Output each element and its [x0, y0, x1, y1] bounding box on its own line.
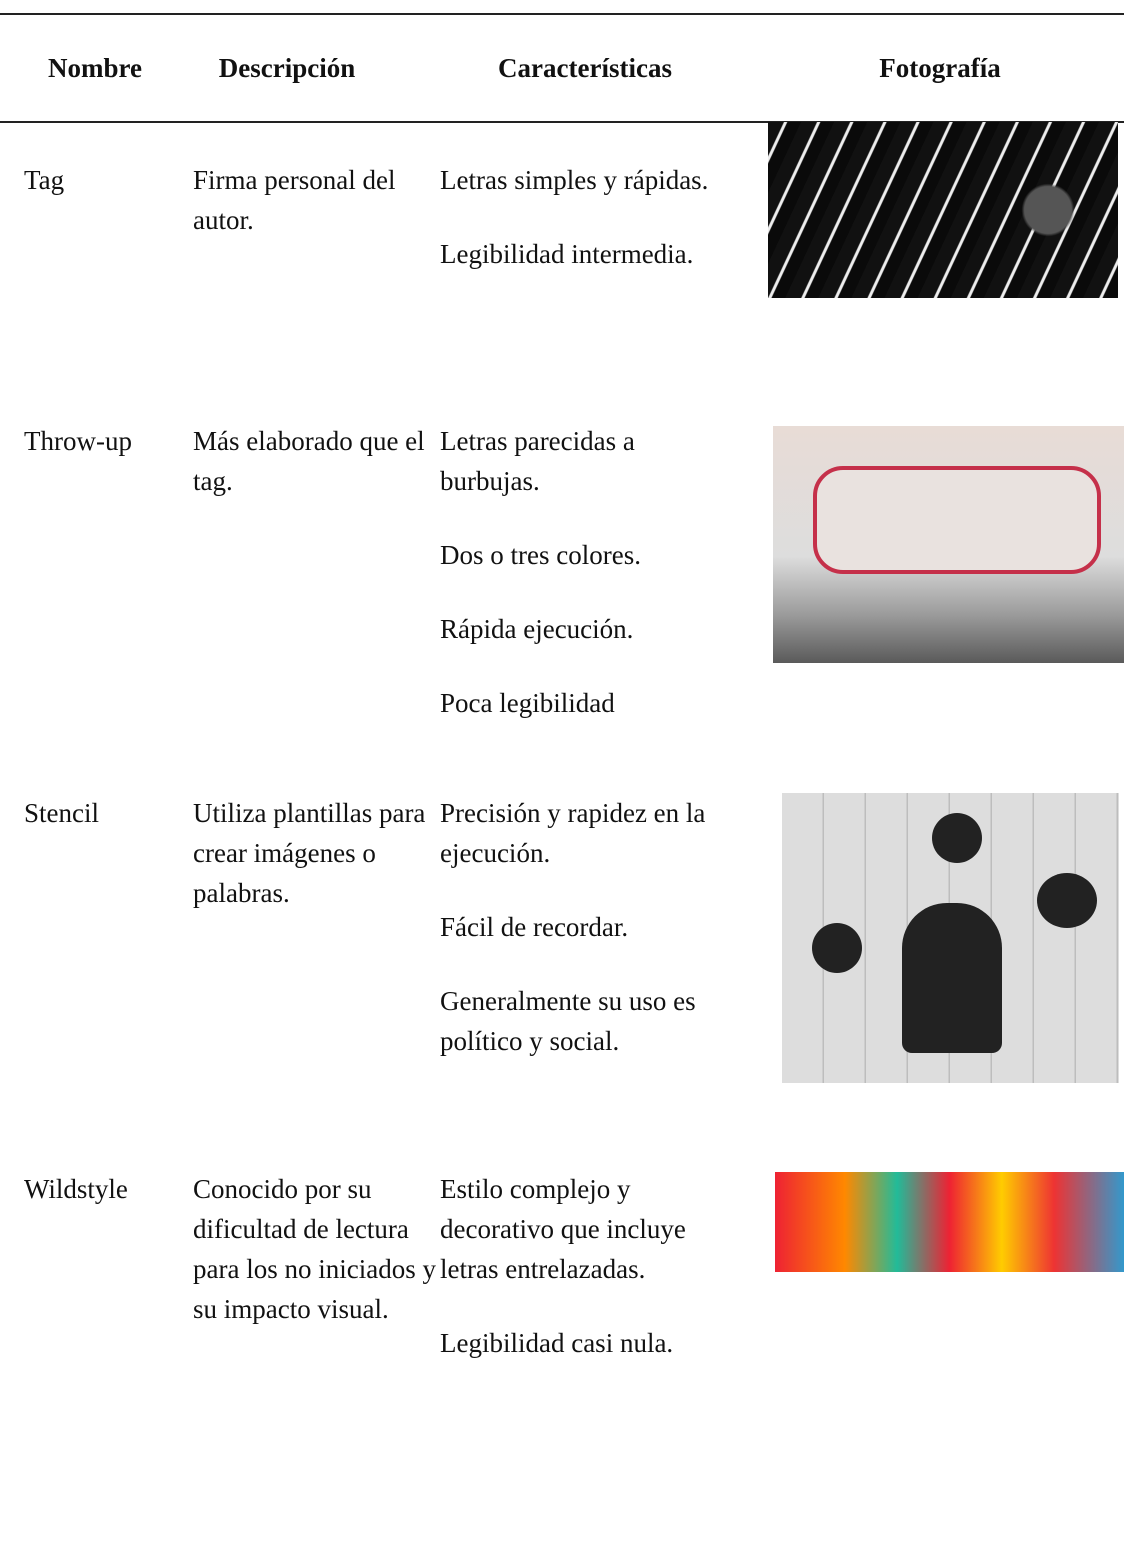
characteristic: Generalmente su uso es político y social…: [440, 986, 696, 1056]
characteristic: Estilo complejo y decorativo que incluye…: [440, 1174, 686, 1284]
photo-stencil: [782, 793, 1119, 1083]
characteristic: Fácil de recordar.: [440, 912, 629, 942]
row-name: Throw-up: [24, 426, 132, 456]
column-header: Nombre: [48, 53, 142, 83]
header-rule: [0, 121, 1124, 123]
characteristic: Rápida ejecución.: [440, 614, 634, 644]
row-characteristics: Estilo complejo y decorativo que incluye…: [440, 1169, 728, 1397]
top-rule: [0, 13, 1124, 15]
row-name: Tag: [24, 165, 65, 195]
characteristic: Letras simples y rápidas.: [440, 165, 709, 195]
column-header: Descripción: [218, 53, 356, 83]
photo-wildstyle: [775, 1172, 1124, 1272]
photo-tag: [768, 122, 1118, 298]
column-header: Fotografía: [879, 53, 1001, 83]
photo-throw-up: [773, 426, 1124, 663]
row-description: Más elaborado que el tag.: [193, 426, 425, 496]
characteristic: Precisión y rapidez en la ejecución.: [440, 798, 706, 868]
row-name: Wildstyle: [24, 1174, 128, 1204]
row-description: Firma personal del autor.: [193, 165, 396, 235]
row-characteristics: Precisión y rapidez en la ejecución. Fáci…: [440, 793, 728, 1095]
characteristic: Poca legibilidad: [440, 688, 615, 718]
row-characteristics: Letras simples y rápidas. Legibilidad int…: [440, 160, 728, 308]
characteristic: Dos o tres colores.: [440, 540, 641, 570]
characteristic: Legibilidad intermedia.: [440, 239, 694, 269]
column-header: Características: [498, 53, 672, 83]
row-description: Utiliza plantillas para crear imágenes o…: [193, 798, 426, 908]
characteristic: Legibilidad casi nula.: [440, 1328, 674, 1358]
row-characteristics: Letras parecidas a burbujas. Dos o tres c…: [440, 421, 728, 757]
row-description: Conocido por su dificultad de lectura pa…: [193, 1174, 436, 1324]
row-name: Stencil: [24, 798, 99, 828]
characteristic: Letras parecidas a burbujas.: [440, 426, 635, 496]
